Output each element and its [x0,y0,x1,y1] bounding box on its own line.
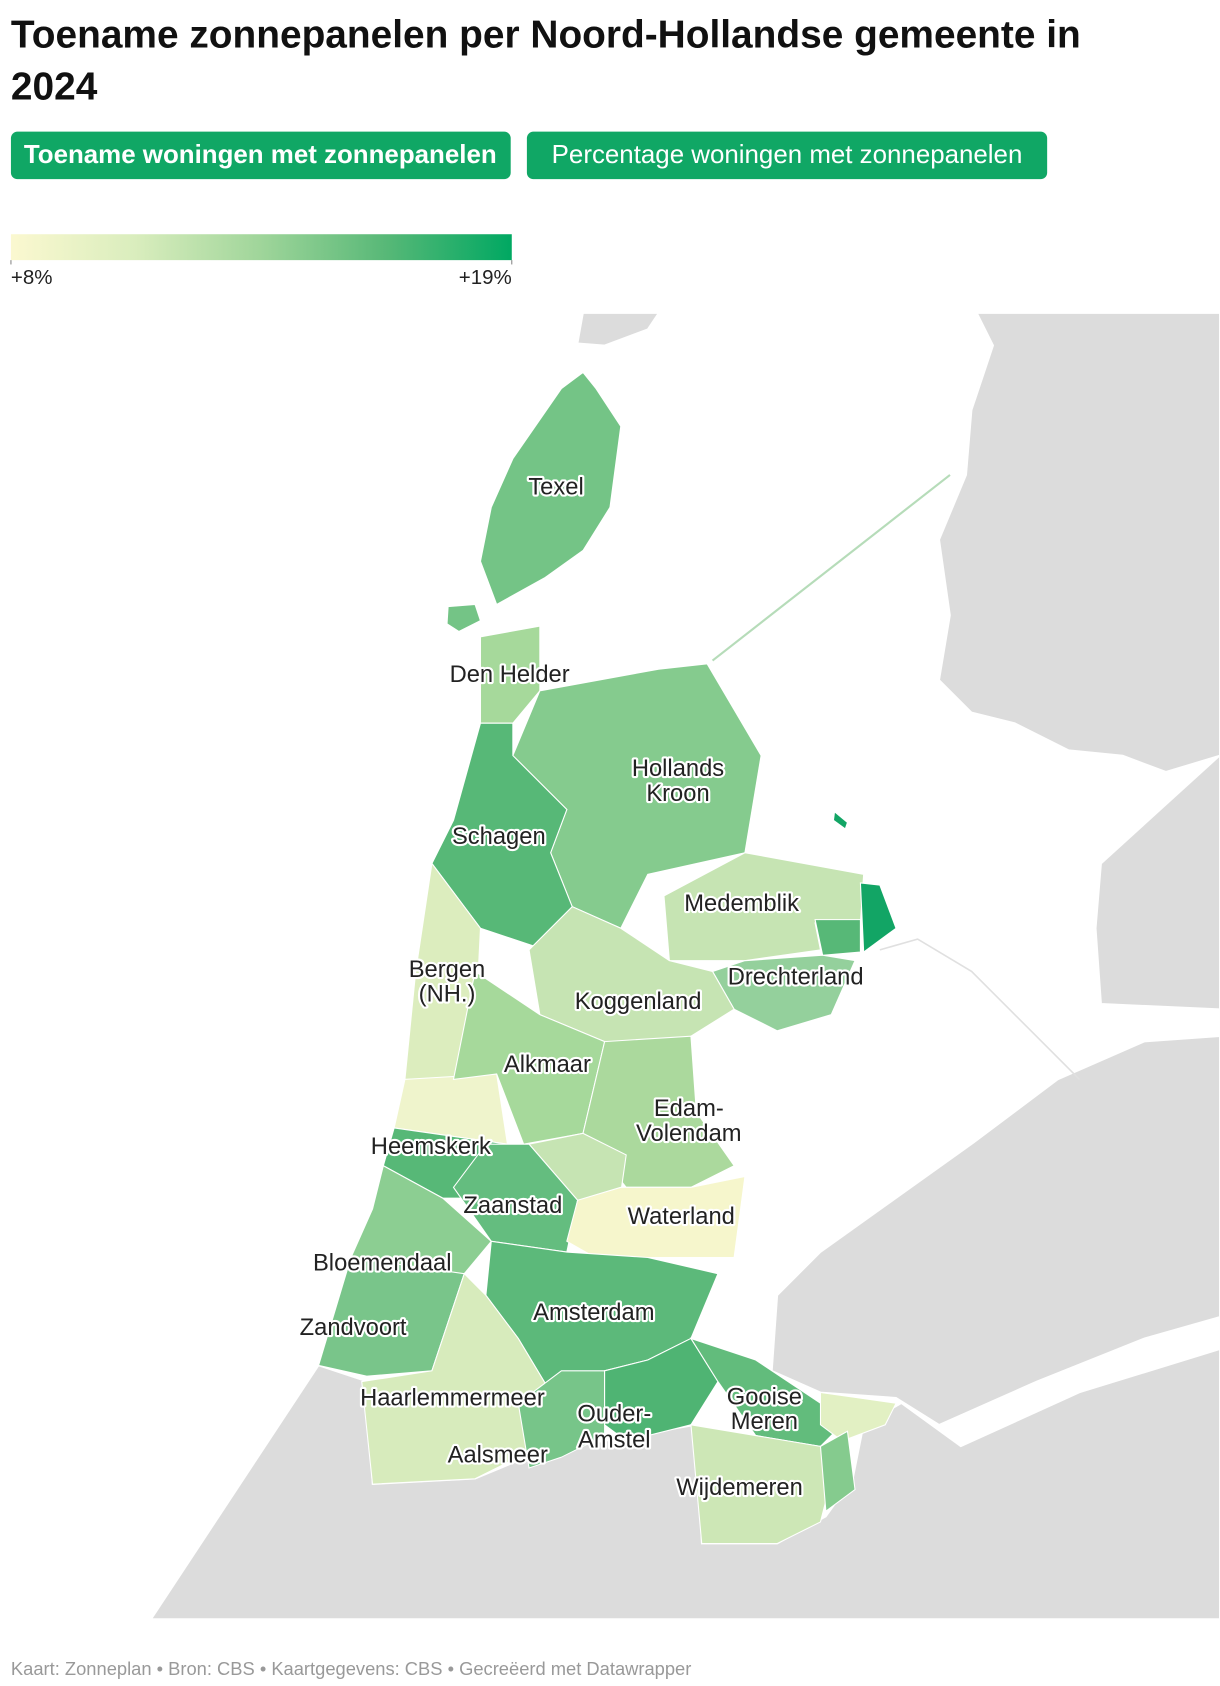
title: Toename zonnepanelen per Noord-Hollandse… [11,13,1081,56]
legend-label: +19% [459,266,512,289]
map-label: Bergen [409,957,486,983]
map-label: Drechterland [728,964,864,990]
map-label: Medemblik [684,891,799,917]
map-labels: Texel Den Helder Hollands Kroon Schagen … [298,472,866,1503]
map-label: Ouder- [577,1402,651,1428]
land [771,1035,1220,1426]
region [819,1391,897,1442]
map-label: Heemskerk [371,1134,491,1160]
map-label: Aalsmeer [448,1443,548,1469]
region [517,1370,606,1469]
map-label: Hollands [632,756,724,782]
map-label: Edam- [654,1096,724,1122]
map-label: Zaanstad [463,1193,562,1219]
map-label: Den Helder [450,662,570,688]
map-label: Gooise [727,1384,802,1410]
map-label: Kroon [646,781,709,807]
legend: +8% +19% [10,234,513,289]
region [446,603,482,633]
land [1094,754,1220,1011]
region [566,1175,746,1264]
map-label: Volendam [636,1121,742,1147]
title: 2024 [11,65,98,108]
region [479,371,622,606]
map-label: Schagen [452,824,546,850]
land [576,312,661,347]
map-label: Wijdemeren [676,1475,803,1501]
legend-bar [10,234,512,261]
tab-label[interactable]: Toename woningen met zonnepanelen [24,141,497,169]
region [479,625,541,724]
map [149,312,1220,1620]
map-label: (NH.) [419,982,476,1008]
map-label: Waterland [628,1204,735,1230]
region [832,810,849,830]
dike [879,938,1081,1080]
map-label: Haarlemmermeer [360,1385,545,1411]
region [317,1256,465,1377]
map-label: Zandvoort [300,1315,407,1341]
legend-label: +8% [11,266,53,289]
map-label: Alkmaar [504,1052,591,1078]
region [859,882,897,954]
afsluitdijk [711,474,951,662]
region [604,1337,719,1442]
tab[interactable] [526,131,1048,180]
map-label: Koggenland [575,989,702,1015]
map-label: Meren [731,1409,798,1435]
footer: Kaart: Zonneplan • Bron: CBS • Kaartgege… [11,1658,691,1679]
map-label: Texel [528,474,583,500]
tab[interactable] [10,131,511,180]
region [814,919,861,956]
map-label: Amsterdam [533,1300,654,1326]
tab-label[interactable]: Percentage woningen met zonnepanelen [552,141,1023,169]
map-label: Amstel [578,1427,651,1453]
region [819,1430,856,1513]
land [938,312,1220,773]
map-label: Bloemendaal [313,1250,452,1276]
